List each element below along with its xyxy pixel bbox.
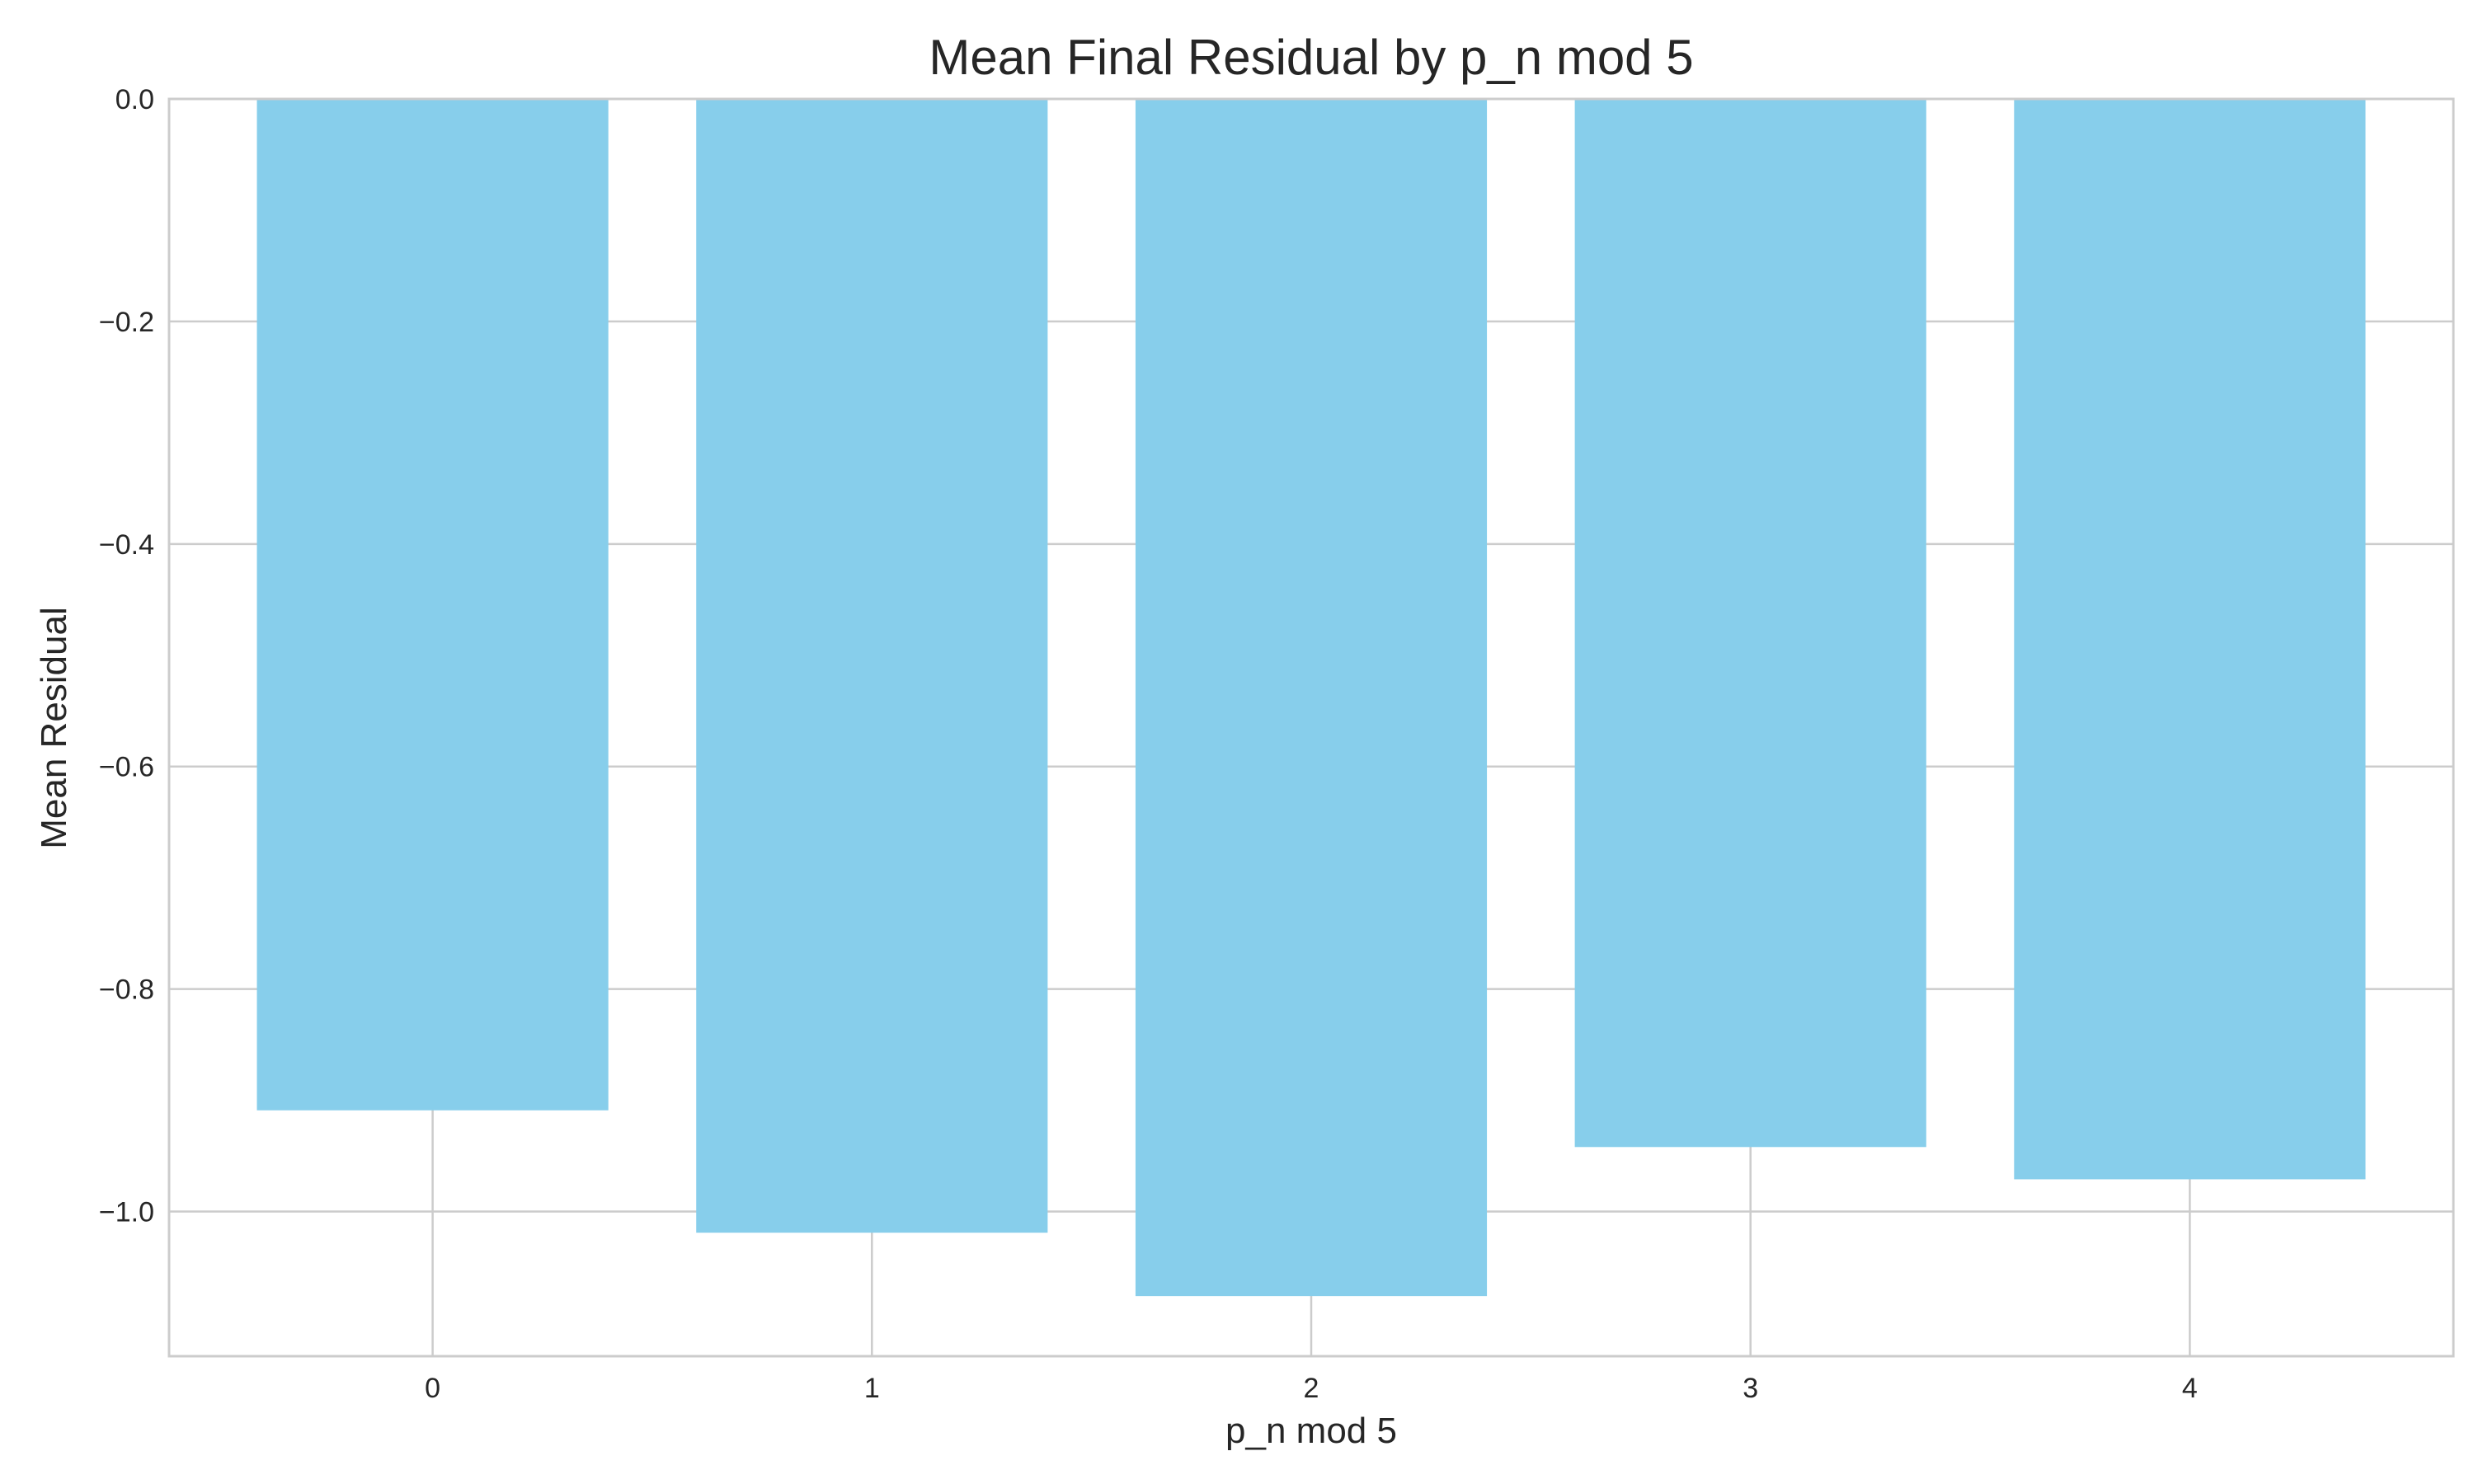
y-tick-label: −0.6	[99, 752, 154, 783]
y-tick-label: −0.4	[99, 529, 154, 561]
bars	[256, 99, 2366, 1297]
y-tick-labels: 0.0 −0.2 −0.4 −0.6 −0.8 −1.0	[99, 84, 154, 1228]
x-axis-label: p_n mod 5	[1225, 1411, 1397, 1451]
x-tick-label: 4	[2182, 1373, 2198, 1404]
y-tick-label: −0.8	[99, 974, 154, 1006]
x-tick-label: 1	[864, 1373, 880, 1404]
bar	[696, 99, 1048, 1233]
y-tick-label: 0.0	[115, 84, 154, 115]
chart-title: Mean Final Residual by p_n mod 5	[929, 30, 1693, 85]
x-tick-label: 0	[425, 1373, 440, 1404]
plot-frame	[167, 97, 2455, 1358]
y-tick-label: −1.0	[99, 1197, 154, 1228]
x-tick-label: 2	[1304, 1373, 1319, 1404]
y-tick-label: −0.2	[99, 307, 154, 338]
x-tick-labels: 0 1 2 3 4	[425, 1373, 2198, 1404]
bar	[2014, 99, 2366, 1180]
bar	[256, 99, 609, 1111]
bar	[1574, 99, 1926, 1148]
y-axis-label: Mean Residual	[34, 607, 74, 849]
x-tick-label: 3	[1743, 1373, 1758, 1404]
bar	[1135, 99, 1488, 1297]
